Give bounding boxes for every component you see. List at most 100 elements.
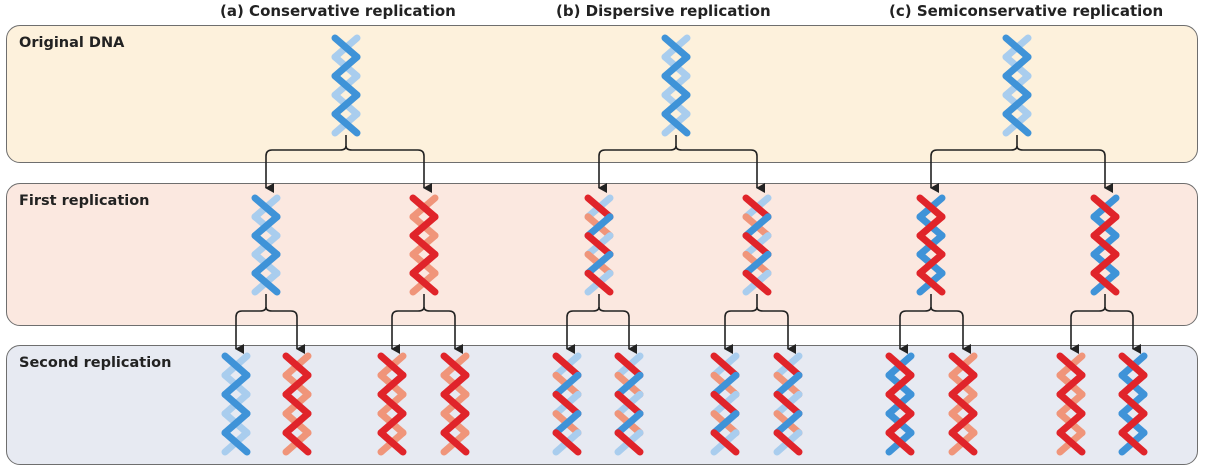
dna-strand-front bbox=[251, 269, 281, 296]
branch-original-semiconservative bbox=[930, 135, 1113, 193]
helix-first-semiconservative-1 bbox=[916, 194, 946, 296]
dna-strand-front bbox=[1118, 410, 1148, 437]
dna-strand-front bbox=[948, 371, 978, 398]
dna-strand-front bbox=[331, 110, 361, 137]
dna-strand-front bbox=[710, 410, 740, 437]
dna-strand-front bbox=[614, 352, 644, 379]
dna-strand-front bbox=[661, 110, 691, 137]
header-dispersive: (b) Dispersive replication bbox=[556, 2, 771, 20]
dna-strand-front bbox=[377, 352, 407, 379]
dna-strand-front bbox=[710, 390, 740, 418]
dna-strand-front bbox=[1056, 352, 1086, 379]
dna-strand-front bbox=[1090, 194, 1120, 221]
arrow-right bbox=[930, 306, 971, 354]
dna-strand-front bbox=[584, 250, 614, 277]
branch-first-semiconservative-1 bbox=[899, 294, 971, 354]
dna-strand-front bbox=[331, 91, 361, 118]
dna-strand-front bbox=[221, 371, 251, 398]
arrow-right bbox=[265, 306, 305, 354]
dna-strand-front bbox=[440, 352, 470, 379]
branch-original-dispersive bbox=[598, 135, 765, 193]
dna-strand-front bbox=[331, 72, 361, 99]
dna-strand-front bbox=[885, 410, 915, 437]
helix-layer bbox=[221, 34, 1148, 456]
dna-strand-front bbox=[948, 352, 978, 379]
dna-strand-front bbox=[614, 410, 644, 437]
dna-strand-front bbox=[552, 371, 582, 398]
helix-second-dispersive-4 bbox=[773, 352, 803, 456]
helix-second-semiconservative-1 bbox=[885, 352, 915, 456]
dna-strand-front bbox=[552, 410, 582, 437]
dna-strand-front bbox=[282, 390, 312, 418]
dna-strand-front bbox=[584, 194, 614, 221]
dna-strand-front bbox=[409, 213, 439, 240]
dna-strand-front bbox=[1002, 72, 1032, 99]
arrow-left bbox=[566, 294, 600, 354]
dna-strand-front bbox=[773, 371, 803, 398]
helix-first-conservative-1 bbox=[251, 194, 281, 296]
arrow-right bbox=[345, 145, 432, 193]
dna-strand-front bbox=[661, 91, 691, 118]
dna-strand-front bbox=[584, 232, 614, 258]
dna-strand-front bbox=[377, 410, 407, 437]
dna-strand-front bbox=[409, 269, 439, 296]
helix-original-semiconservative bbox=[1002, 34, 1032, 137]
dna-strand-front bbox=[916, 250, 946, 277]
helix-second-dispersive-3 bbox=[710, 352, 740, 456]
branch-first-conservative-2 bbox=[391, 294, 463, 354]
dna-strand-front bbox=[773, 410, 803, 437]
dna-strand-front bbox=[742, 269, 772, 296]
dna-strand-front bbox=[948, 390, 978, 418]
dna-strand-front bbox=[1090, 232, 1120, 258]
dna-strand-front bbox=[251, 194, 281, 221]
helix-second-dispersive-2 bbox=[614, 352, 644, 456]
dna-strand-front bbox=[1002, 53, 1032, 80]
dna-strand-front bbox=[1118, 352, 1148, 379]
dna-strand-front bbox=[885, 390, 915, 418]
dna-strand-front bbox=[282, 410, 312, 437]
dna-strand-front bbox=[251, 250, 281, 277]
dna-strand-front bbox=[1002, 34, 1032, 61]
dna-strand-front bbox=[584, 213, 614, 240]
arrow-right bbox=[756, 306, 796, 354]
dna-strand-front bbox=[885, 352, 915, 379]
dna-strand-front bbox=[1118, 429, 1148, 456]
dna-strand-front bbox=[440, 429, 470, 456]
helix-second-semiconservative-2 bbox=[948, 352, 978, 456]
dna-strand-front bbox=[282, 371, 312, 398]
dna-strand-front bbox=[710, 352, 740, 379]
dna-strand-front bbox=[552, 390, 582, 418]
dna-strand-front bbox=[773, 429, 803, 456]
header-semiconservative: (c) Semiconservative replication bbox=[889, 2, 1164, 20]
dna-strand-front bbox=[1118, 390, 1148, 418]
dna-strand-front bbox=[377, 371, 407, 398]
helix-second-conservative-3 bbox=[377, 352, 407, 456]
helix-original-dispersive bbox=[661, 34, 691, 137]
arrow-right bbox=[1104, 306, 1141, 354]
dna-strand-front bbox=[377, 390, 407, 418]
dna-strand-front bbox=[282, 429, 312, 456]
arrow-left bbox=[235, 294, 267, 354]
arrow-right bbox=[423, 306, 463, 354]
dna-strand-front bbox=[221, 352, 251, 379]
panel-original-dna: Original DNA bbox=[6, 25, 1198, 163]
dna-strand-front bbox=[742, 213, 772, 240]
panel-second-replication: Second replication bbox=[6, 345, 1198, 465]
dna-strand-front bbox=[1056, 410, 1086, 437]
dna-strand-front bbox=[1056, 429, 1086, 456]
arrow-left bbox=[265, 135, 347, 193]
helix-first-dispersive-2 bbox=[742, 194, 772, 296]
arrow-left bbox=[598, 135, 677, 193]
dna-strand-front bbox=[742, 232, 772, 258]
branch-first-conservative-1 bbox=[235, 294, 305, 354]
helix-first-semiconservative-2 bbox=[1090, 194, 1120, 296]
dna-strand-front bbox=[614, 429, 644, 456]
branch-first-dispersive-1 bbox=[566, 294, 637, 354]
dna-strand-front bbox=[1090, 250, 1120, 277]
dna-strand-front bbox=[710, 371, 740, 398]
dna-strand-front bbox=[552, 429, 582, 456]
label-original-dna: Original DNA bbox=[19, 35, 125, 51]
dna-strand-front bbox=[1056, 371, 1086, 398]
dna-strand-front bbox=[221, 429, 251, 456]
